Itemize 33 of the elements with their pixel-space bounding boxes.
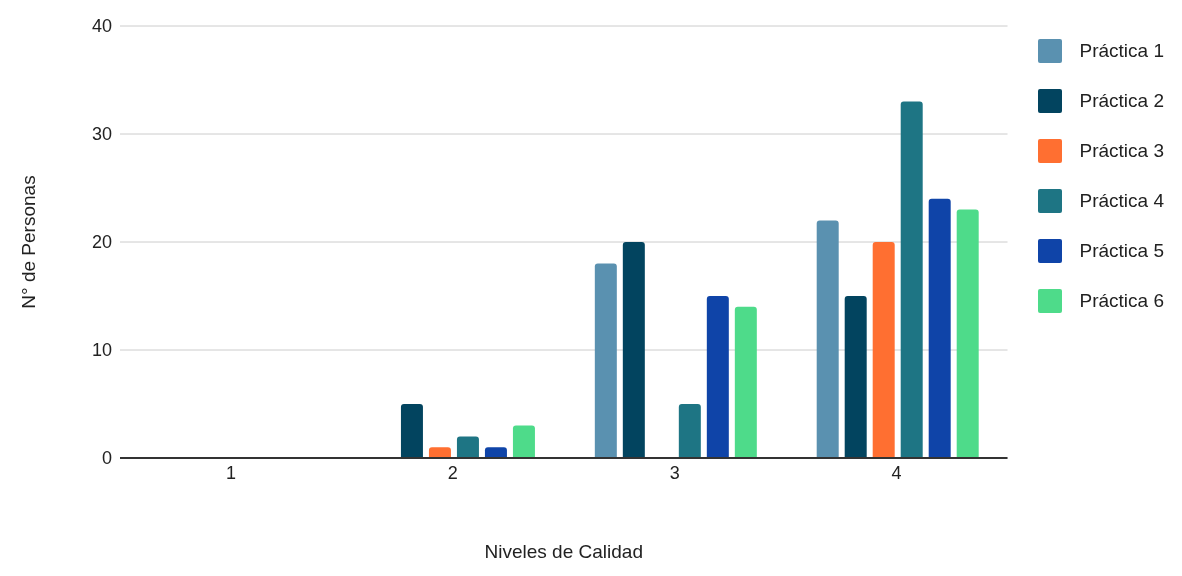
y-axis-title: N° de Personas [17, 175, 39, 309]
x-tick-label: 1 [225, 462, 236, 483]
bar [622, 242, 645, 458]
bar [928, 198, 951, 458]
bar [844, 296, 867, 458]
bar [484, 447, 507, 458]
legend-label: Práctica 2 [1079, 90, 1164, 112]
y-tick-label: 10 [91, 340, 112, 361]
bar [734, 306, 757, 458]
bar [956, 209, 979, 458]
y-tick-label: 30 [91, 124, 112, 145]
bar [428, 447, 451, 458]
bar [900, 101, 923, 458]
bar [706, 296, 729, 458]
bar [678, 404, 701, 458]
bar [456, 436, 479, 458]
bar [816, 220, 839, 458]
x-axis-title: Niveles de Calidad [484, 541, 643, 562]
legend-label: Práctica 1 [1079, 40, 1164, 62]
legend-label: Práctica 6 [1079, 290, 1164, 312]
legend-label: Práctica 3 [1079, 140, 1164, 162]
bar [594, 263, 617, 458]
x-tick-label: 4 [891, 462, 902, 483]
y-tick-label: 20 [91, 232, 112, 253]
bar [872, 242, 895, 458]
y-tick-label: 0 [101, 448, 112, 469]
x-tick-label: 2 [447, 462, 458, 483]
bar [512, 425, 535, 458]
bar [400, 404, 423, 458]
x-tick-label: 3 [669, 462, 680, 483]
legend-label: Práctica 5 [1079, 240, 1164, 262]
y-tick-label: 40 [91, 16, 112, 37]
legend-label: Práctica 4 [1079, 190, 1164, 212]
